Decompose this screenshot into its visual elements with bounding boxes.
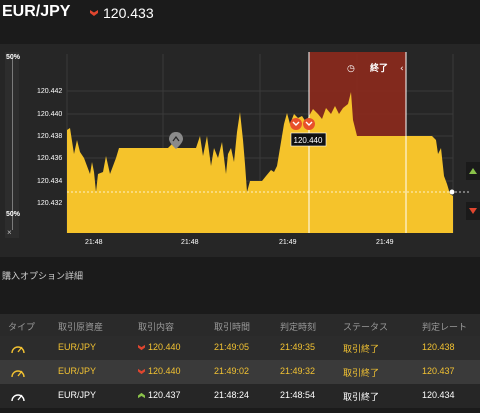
judge-time-cell: 21:48:54 (280, 390, 316, 400)
pair-title: EUR/JPY (2, 3, 71, 20)
details-title: 購入オプション詳細 (2, 271, 84, 281)
col-judge-time: 判定時刻 (280, 322, 317, 332)
down-side-button (466, 202, 480, 220)
table-row[interactable]: EUR/JPY 120.437 21:48:24 21:48:54 取引終了 1… (0, 384, 480, 408)
current-price: 120.433 (103, 5, 154, 21)
status-cell: 取引終了 (343, 392, 380, 402)
time-cell: 21:49:05 (214, 342, 250, 352)
asset-cell: EUR/JPY (58, 366, 97, 376)
trade-marker-1 (290, 118, 302, 130)
end-label: 終了 (370, 62, 388, 74)
down-arrow-icon (138, 344, 145, 351)
price-area (67, 92, 453, 233)
up-side-button (466, 162, 480, 180)
x-tick: 21:49 (376, 239, 394, 246)
y-tick: 120.440 (37, 111, 62, 118)
price-chart: ◷ 終了 ‹ 120.440 120.442 120.440 120.438 1… (37, 52, 480, 246)
marker-price-box (290, 132, 327, 147)
gauge-icon (11, 346, 25, 354)
down-arrow-icon (138, 368, 145, 375)
x-tick: 21:49 (279, 239, 297, 246)
col-type: タイプ (8, 322, 36, 332)
status-cell: 取引終了 (343, 368, 380, 378)
down-arrow-icon (90, 10, 98, 16)
chevron-left-icon: ‹ (400, 64, 404, 74)
gauge-close-icon[interactable]: × (7, 228, 12, 237)
col-time: 取引時間 (214, 322, 251, 332)
y-axis-labels: 120.442 120.440 120.438 120.436 120.434 … (37, 88, 62, 207)
time-cell: 21:48:24 (214, 390, 250, 400)
header: EUR/JPY 120.433 (0, 0, 480, 26)
judge-time-cell: 21:49:32 (280, 366, 316, 376)
asset-cell: EUR/JPY (58, 390, 97, 400)
judge-rate-cell: 120.438 (422, 342, 455, 352)
col-status: ステータス (343, 322, 389, 332)
gauge-icon (11, 394, 25, 402)
table-row[interactable]: EUR/JPY 120.440 21:49:05 21:49:35 取引終了 1… (0, 336, 480, 360)
y-tick: 120.442 (37, 88, 62, 95)
col-judge-rate: 判定レート (422, 322, 468, 332)
table-header: タイプ 取引原資産 取引内容 取引時間 判定時刻 ステータス 判定レート (0, 314, 480, 336)
x-tick: 21:48 (85, 239, 103, 246)
y-tick: 120.434 (37, 178, 62, 185)
current-price-dot (449, 189, 455, 195)
y-tick: 120.436 (37, 155, 62, 162)
x-tick: 21:48 (181, 239, 199, 246)
table-row[interactable]: EUR/JPY 120.440 21:49:02 21:49:32 取引終了 1… (0, 360, 480, 384)
content-cell: 120.440 (138, 342, 181, 352)
content-cell: 120.440 (138, 366, 181, 376)
gauge-icon (11, 370, 25, 378)
gauge-line (12, 58, 13, 230)
timer-icon: ◷ (347, 64, 355, 74)
time-cell: 21:49:02 (214, 366, 250, 376)
gauge-top-label: 50% (6, 54, 21, 61)
options-table: タイプ 取引原資産 取引内容 取引時間 判定時刻 ステータス 判定レート EUR… (0, 314, 480, 408)
location-pin-icon (169, 132, 183, 149)
x-axis-labels: 21:48 21:48 21:49 21:49 (85, 239, 394, 246)
gauge-bottom-label: 50% (6, 211, 21, 218)
col-content: 取引内容 (138, 322, 175, 332)
col-asset: 取引原資産 (58, 322, 104, 332)
status-cell: 取引終了 (343, 344, 380, 354)
asset-cell: EUR/JPY (58, 342, 97, 352)
y-tick: 120.438 (37, 133, 62, 140)
judge-rate-cell: 120.437 (422, 366, 455, 376)
judge-time-cell: 21:49:35 (280, 342, 316, 352)
y-tick: 120.432 (37, 200, 62, 207)
trade-marker-2 (303, 118, 315, 130)
end-label-group: ◷ 終了 ‹ (347, 62, 404, 74)
marker-price-label: 120.440 (294, 136, 323, 145)
up-arrow-icon (138, 392, 145, 399)
content-cell: 120.437 (138, 390, 181, 400)
judge-rate-cell: 120.434 (422, 390, 455, 400)
